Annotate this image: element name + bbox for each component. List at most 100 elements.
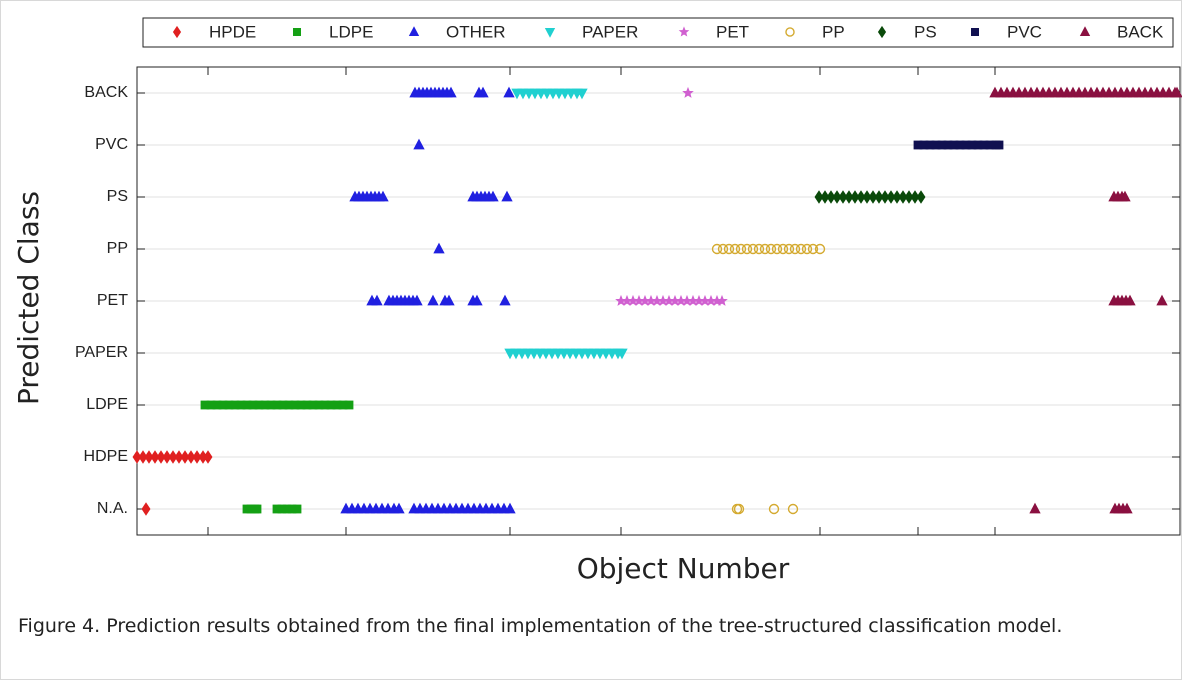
point (344, 400, 354, 410)
legend-box (142, 17, 1174, 48)
legend-marker (785, 27, 795, 37)
y-tick-label: PVC (95, 136, 128, 153)
point (874, 190, 884, 204)
point (487, 190, 499, 202)
y-axis-title: Predicted Class (12, 191, 45, 405)
legend-marker (678, 26, 690, 37)
point (729, 243, 741, 255)
point (180, 450, 190, 464)
point (789, 243, 801, 255)
point (759, 243, 771, 255)
point (144, 450, 154, 464)
point (1171, 86, 1182, 98)
point (132, 450, 142, 464)
point (1156, 294, 1168, 306)
y-tick-label: PS (107, 188, 128, 205)
legend-label: PS (914, 22, 937, 41)
point (504, 502, 516, 514)
point (723, 243, 735, 255)
point (787, 503, 799, 515)
point (477, 86, 489, 98)
point (371, 294, 383, 306)
point (162, 450, 172, 464)
point (856, 190, 866, 204)
legend-marker (877, 25, 887, 39)
point (156, 450, 166, 464)
point (1029, 502, 1041, 514)
point (916, 190, 926, 204)
point (753, 243, 765, 255)
point (138, 450, 148, 464)
point (820, 190, 830, 204)
y-tick-label: PAPER (75, 344, 128, 361)
y-tick-label: BACK (84, 84, 128, 101)
legend-marker (292, 27, 301, 36)
point (1121, 502, 1133, 514)
point (777, 243, 789, 255)
point (411, 294, 423, 306)
point (503, 86, 515, 98)
legend-label: BACK (1117, 22, 1164, 41)
point (892, 190, 902, 204)
legend-label: PAPER (582, 22, 638, 41)
point (862, 190, 872, 204)
point (826, 190, 836, 204)
point (733, 503, 745, 515)
legend-marker (1079, 26, 1091, 36)
point (433, 242, 445, 254)
point (886, 190, 896, 204)
point (994, 140, 1004, 150)
legend-marker (172, 25, 182, 39)
point (747, 243, 759, 255)
point (904, 190, 914, 204)
point (832, 190, 842, 204)
y-tick-label: LDPE (86, 396, 128, 413)
point (795, 243, 807, 255)
point (186, 450, 196, 464)
point (252, 504, 262, 514)
legend-marker (408, 26, 420, 36)
point (814, 190, 824, 204)
point (616, 348, 628, 360)
legend-label: LDPE (329, 22, 373, 41)
point (880, 190, 890, 204)
point (413, 138, 425, 150)
y-tick-label: PET (97, 292, 128, 309)
point (471, 294, 483, 306)
chart: Object Number Predicted Class N.A. HDPE LD… (12, 17, 1182, 585)
point (765, 243, 777, 255)
point (141, 502, 151, 516)
point (292, 504, 302, 514)
point (717, 243, 729, 255)
point (1124, 294, 1136, 306)
point (203, 450, 213, 464)
point (576, 88, 588, 100)
x-axis-title: Object Number (577, 552, 790, 585)
point (838, 190, 848, 204)
point (1119, 190, 1131, 202)
point (168, 450, 178, 464)
point (771, 243, 783, 255)
point (445, 86, 457, 98)
point (427, 294, 439, 306)
point (807, 243, 819, 255)
point (768, 503, 780, 515)
legend-label: PVC (1007, 22, 1042, 41)
point (850, 190, 860, 204)
point (783, 243, 795, 255)
point (910, 190, 920, 204)
point (501, 190, 513, 202)
legend-label: PP (822, 22, 845, 41)
point (898, 190, 908, 204)
legend-marker (971, 27, 980, 36)
point (711, 243, 723, 255)
legend-marker (544, 27, 556, 38)
point (443, 294, 455, 306)
point (499, 294, 511, 306)
point (377, 190, 389, 202)
legend-label: PET (716, 22, 749, 41)
point (741, 243, 753, 255)
caption: Figure 4. Prediction results obtained fr… (18, 615, 1063, 637)
point (192, 450, 202, 464)
point (174, 450, 184, 464)
